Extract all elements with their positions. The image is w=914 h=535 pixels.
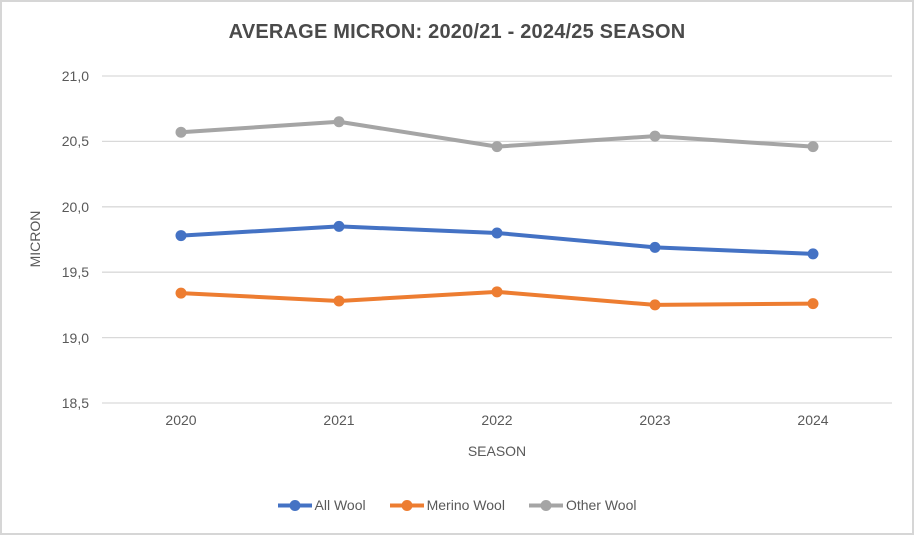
y-tick-label: 20,0 [61, 198, 89, 215]
data-point-merino-wool [807, 298, 819, 310]
legend-line-marker-icon [277, 499, 312, 511]
y-tick-label: 21,0 [61, 68, 89, 84]
y-tick-label: 20,5 [61, 133, 89, 150]
data-point-all-wool [807, 248, 819, 260]
data-point-all-wool [333, 220, 345, 232]
data-point-other-wool [807, 141, 819, 153]
legend-label: Other Wool [565, 497, 637, 513]
x-tick-label: 2024 [797, 412, 829, 428]
legend-item-other-wool: Other Wool [528, 497, 637, 513]
y-axis-title: MICRON [27, 210, 43, 268]
legend-item-all-wool: All Wool [277, 497, 366, 513]
data-point-merino-wool [491, 286, 503, 298]
data-point-other-wool [649, 130, 661, 142]
legend-label: All Wool [314, 497, 366, 513]
x-tick-label: 2023 [639, 412, 671, 428]
data-point-other-wool [491, 141, 503, 153]
data-point-other-wool [333, 116, 345, 128]
chart-title: AVERAGE MICRON: 2020/21 - 2024/25 SEASON [228, 21, 686, 43]
data-point-merino-wool [333, 295, 345, 307]
legend: All Wool Merino Wool Other Wool [2, 497, 912, 513]
legend-line-marker-icon [528, 499, 563, 511]
data-point-all-wool [491, 227, 503, 239]
x-tick-label: 2021 [323, 412, 355, 428]
y-tick-label: 19,5 [61, 264, 89, 281]
data-point-merino-wool [175, 287, 187, 299]
legend-label: Merino Wool [426, 497, 505, 513]
data-point-all-wool [175, 230, 187, 242]
x-axis-title: SEASON [467, 443, 527, 459]
data-point-all-wool [649, 241, 661, 253]
x-tick-label: 2020 [165, 412, 197, 428]
y-tick-label: 18,5 [61, 395, 89, 411]
y-tick-label: 19,0 [61, 329, 89, 346]
data-point-other-wool [175, 126, 187, 138]
legend-item-merino-wool: Merino Wool [389, 497, 505, 513]
legend-line-marker-icon [389, 499, 424, 511]
data-point-merino-wool [649, 299, 661, 311]
x-tick-label: 2022 [481, 412, 513, 428]
